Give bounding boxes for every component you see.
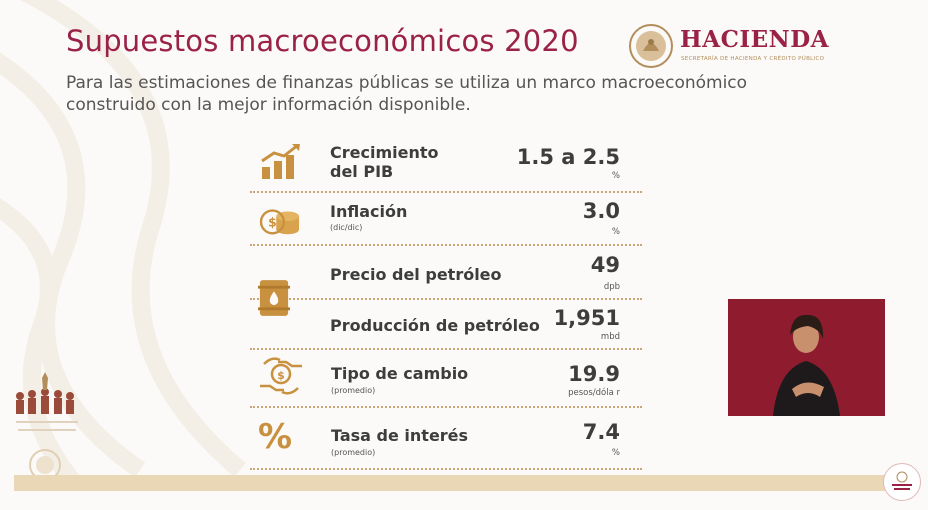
- page-title: Supuestos macroeconómicos 2020: [66, 24, 579, 58]
- indicator-unit: pesos/dóla r: [568, 388, 620, 398]
- indicator-unit: %: [611, 448, 620, 458]
- svg-text:$: $: [277, 369, 285, 382]
- indicator-label: Producción de petróleo: [330, 316, 540, 335]
- indicator-unit: %: [611, 227, 620, 237]
- indicator-value: 1,951: [553, 306, 620, 330]
- growth-chart-icon: [261, 143, 300, 179]
- logo-tagline: SECRETARÍA DE HACIENDA Y CRÉDITO PÚBLICO: [681, 56, 825, 62]
- indicator-unit: mbd: [600, 332, 620, 342]
- oil-barrel-icon: [258, 280, 290, 316]
- indicator-value: 49: [590, 253, 620, 277]
- indicator-label: Crecimiento del PIB: [330, 143, 439, 181]
- coins-icon: $: [259, 209, 300, 235]
- indicator-label: Tasa de interés: [331, 426, 469, 445]
- footer-bar: [14, 475, 914, 491]
- hacienda-logo: HACIENDA SECRETARÍA DE HACIENDA Y CRÉDIT…: [628, 23, 848, 73]
- logo-brand: HACIENDA: [680, 26, 829, 53]
- indicator-note: (promedio): [331, 386, 376, 395]
- currency-exchange-icon: $: [260, 357, 302, 395]
- national-seal-icon: [629, 24, 673, 68]
- indicator-label: Precio del petróleo: [330, 265, 502, 284]
- gobierno-mexico-icon: [892, 471, 912, 490]
- indicator-row-inflacion: $ Inflación (dic/dic) 3.0 %: [250, 193, 642, 246]
- indicator-label-line-1: Crecimiento: [330, 143, 439, 162]
- indicator-value: 1.5 a 2.5: [516, 145, 620, 169]
- indicator-row-tasa-interes: % Tasa de interés (promedio) 7.4 %: [250, 408, 642, 470]
- gobierno-mexico-badge: [883, 463, 921, 501]
- indicator-label-line-2: del PIB: [330, 162, 394, 181]
- indicator-row-produccion-petroleo: Producción de petróleo 1,951 mbd: [250, 300, 642, 350]
- indicator-value: 7.4: [582, 420, 620, 444]
- interpreter-figure: [728, 299, 885, 416]
- oil-group: Precio del petróleo 49 dpb Producción de…: [250, 246, 642, 350]
- subtitle-line-2: construido con la mejor información disp…: [66, 95, 471, 115]
- indicator-note: (promedio): [331, 448, 376, 457]
- indicator-note: (dic/dic): [330, 223, 363, 232]
- indicator-label: Tipo de cambio: [331, 364, 469, 383]
- background-watermark: [0, 0, 246, 480]
- historical-figures-icon: [16, 372, 78, 431]
- indicator-value: 19.9: [568, 362, 620, 386]
- indicator-label: Inflación: [330, 202, 408, 221]
- subtitle-line-1: Para las estimaciones de finanzas públic…: [66, 73, 748, 93]
- indicator-row-tipo-cambio: $ Tipo de cambio (promedio) 19.9 pesos/d…: [250, 350, 642, 408]
- page-subtitle: Para las estimaciones de finanzas públic…: [66, 72, 826, 116]
- indicators-table: Crecimiento del PIB 1.5 a 2.5 % $ Inflac…: [250, 135, 642, 470]
- indicator-value: 3.0: [582, 199, 620, 223]
- indicator-row-pib: Crecimiento del PIB 1.5 a 2.5 %: [250, 135, 642, 193]
- svg-text:$: $: [268, 216, 277, 230]
- percent-icon: %: [258, 417, 293, 457]
- indicator-unit: dpb: [603, 282, 620, 292]
- indicator-row-precio-petroleo: Precio del petróleo 49 dpb: [250, 246, 642, 300]
- interpreter-video[interactable]: [728, 299, 885, 416]
- indicator-unit: %: [611, 171, 620, 181]
